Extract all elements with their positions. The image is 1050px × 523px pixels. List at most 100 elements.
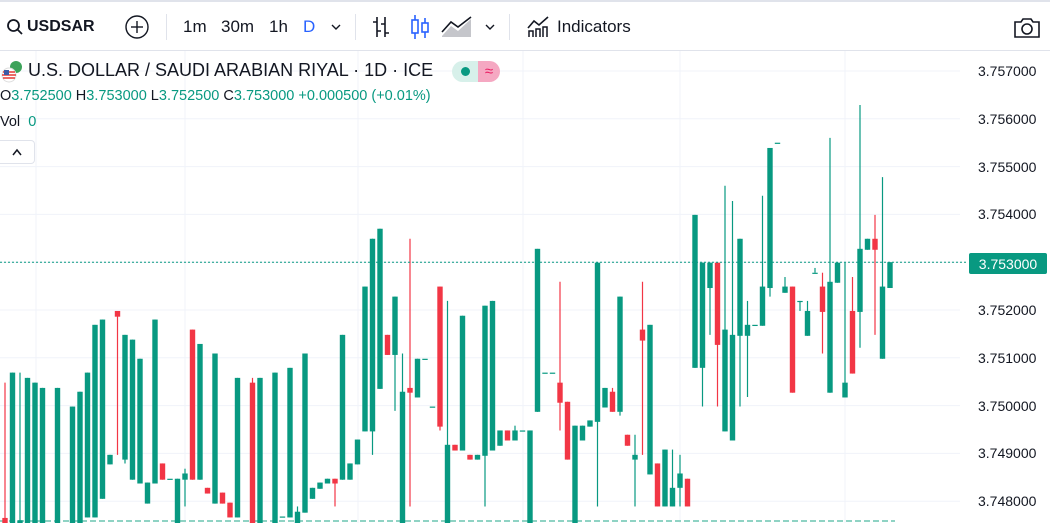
candle-body bbox=[174, 478, 181, 523]
candle bbox=[482, 305, 488, 507]
candle-body bbox=[309, 487, 316, 499]
candle-body bbox=[699, 262, 706, 368]
interval-d[interactable]: D bbox=[303, 2, 315, 51]
chart-type-dropdown[interactable] bbox=[484, 2, 496, 51]
candle bbox=[459, 315, 466, 451]
candle bbox=[872, 214, 878, 335]
candle-body bbox=[819, 286, 826, 312]
candles-button[interactable] bbox=[409, 2, 431, 51]
candle bbox=[174, 478, 181, 523]
candle bbox=[437, 286, 443, 431]
symbol-search-button[interactable]: USDSAR bbox=[6, 2, 95, 51]
candle bbox=[407, 238, 413, 507]
candle-body bbox=[54, 387, 61, 523]
candle-body bbox=[347, 463, 353, 480]
candle bbox=[647, 324, 653, 475]
indicators-button[interactable]: Indicators bbox=[526, 2, 631, 51]
candle-body bbox=[144, 482, 151, 504]
candle bbox=[77, 391, 83, 523]
area-chart-icon bbox=[441, 15, 472, 37]
candle bbox=[69, 406, 76, 523]
candle bbox=[849, 277, 856, 374]
candle bbox=[182, 468, 188, 507]
screenshot-button[interactable] bbox=[1013, 2, 1041, 51]
interval-label: 30m bbox=[221, 16, 255, 36]
market-status-badge[interactable]: ≈ bbox=[452, 61, 500, 82]
candle-body bbox=[392, 296, 398, 355]
candle-body bbox=[234, 377, 241, 518]
candle-body bbox=[272, 372, 278, 523]
low-label: L bbox=[150, 88, 159, 104]
delayed-data-icon: ≈ bbox=[478, 61, 500, 82]
collapse-legend-button[interactable] bbox=[0, 140, 35, 164]
candle-body bbox=[864, 238, 871, 250]
candle-body bbox=[617, 296, 623, 412]
interval-dropdown[interactable] bbox=[330, 2, 342, 51]
candle bbox=[504, 430, 511, 441]
market-open-dot-icon bbox=[460, 67, 470, 76]
candle bbox=[767, 147, 773, 297]
candle bbox=[122, 334, 128, 464]
candle-body bbox=[744, 324, 751, 336]
candle bbox=[624, 434, 631, 446]
candle-body bbox=[587, 420, 593, 427]
candle bbox=[639, 281, 646, 455]
candle-body bbox=[129, 339, 136, 480]
interval-label: D bbox=[303, 16, 316, 36]
candle-body bbox=[474, 454, 481, 460]
candle-body bbox=[512, 430, 518, 441]
candle-body bbox=[339, 334, 346, 480]
us-flag-icon bbox=[1, 61, 22, 83]
candle-body bbox=[302, 353, 308, 513]
candle-body bbox=[377, 228, 383, 389]
high-label: H bbox=[75, 88, 87, 104]
candle-body bbox=[549, 372, 556, 374]
candle-body bbox=[2, 517, 8, 523]
candle bbox=[39, 387, 46, 523]
candle-body bbox=[114, 310, 121, 317]
candle-body bbox=[92, 324, 98, 518]
candle bbox=[632, 434, 638, 507]
candle bbox=[279, 516, 286, 518]
candle bbox=[534, 248, 541, 412]
candle-body bbox=[354, 439, 361, 465]
candle-body bbox=[827, 281, 833, 393]
candle-body bbox=[684, 478, 691, 507]
candle-body bbox=[32, 382, 38, 523]
candle-body bbox=[414, 358, 421, 398]
high-value: 3.753000 bbox=[86, 88, 147, 104]
candle-body bbox=[759, 286, 766, 326]
candle-body bbox=[137, 358, 143, 484]
candle-body bbox=[504, 430, 511, 441]
candle bbox=[324, 478, 331, 484]
candle bbox=[827, 137, 833, 393]
price-axis-label: 3.755000 bbox=[978, 158, 1037, 175]
candle-body bbox=[459, 315, 466, 451]
candle bbox=[99, 319, 106, 499]
candle bbox=[857, 104, 863, 348]
search-icon bbox=[7, 18, 23, 35]
price-chart[interactable] bbox=[0, 51, 1050, 523]
interval-1m[interactable]: 1m bbox=[183, 2, 207, 51]
bar-chart-button[interactable] bbox=[371, 2, 391, 51]
candle-body bbox=[422, 358, 428, 360]
candle-body bbox=[317, 482, 323, 489]
interval-1h[interactable]: 1h bbox=[269, 2, 288, 51]
candle-body bbox=[534, 248, 541, 412]
candle bbox=[819, 272, 826, 354]
candle bbox=[302, 353, 308, 513]
candle bbox=[92, 324, 98, 518]
candle-body bbox=[332, 478, 338, 484]
candle bbox=[444, 300, 451, 523]
candle bbox=[737, 238, 743, 407]
area-chart-button[interactable] bbox=[441, 2, 473, 51]
candle bbox=[257, 377, 263, 523]
interval-30m[interactable]: 30m bbox=[221, 2, 254, 51]
compare-symbol-button[interactable] bbox=[124, 2, 150, 51]
candle bbox=[429, 406, 436, 408]
candle-body bbox=[294, 511, 301, 523]
candle bbox=[399, 353, 406, 523]
candle-body bbox=[602, 387, 608, 408]
price-axis-label: 3.757000 bbox=[978, 63, 1037, 79]
candle-body bbox=[609, 391, 616, 412]
